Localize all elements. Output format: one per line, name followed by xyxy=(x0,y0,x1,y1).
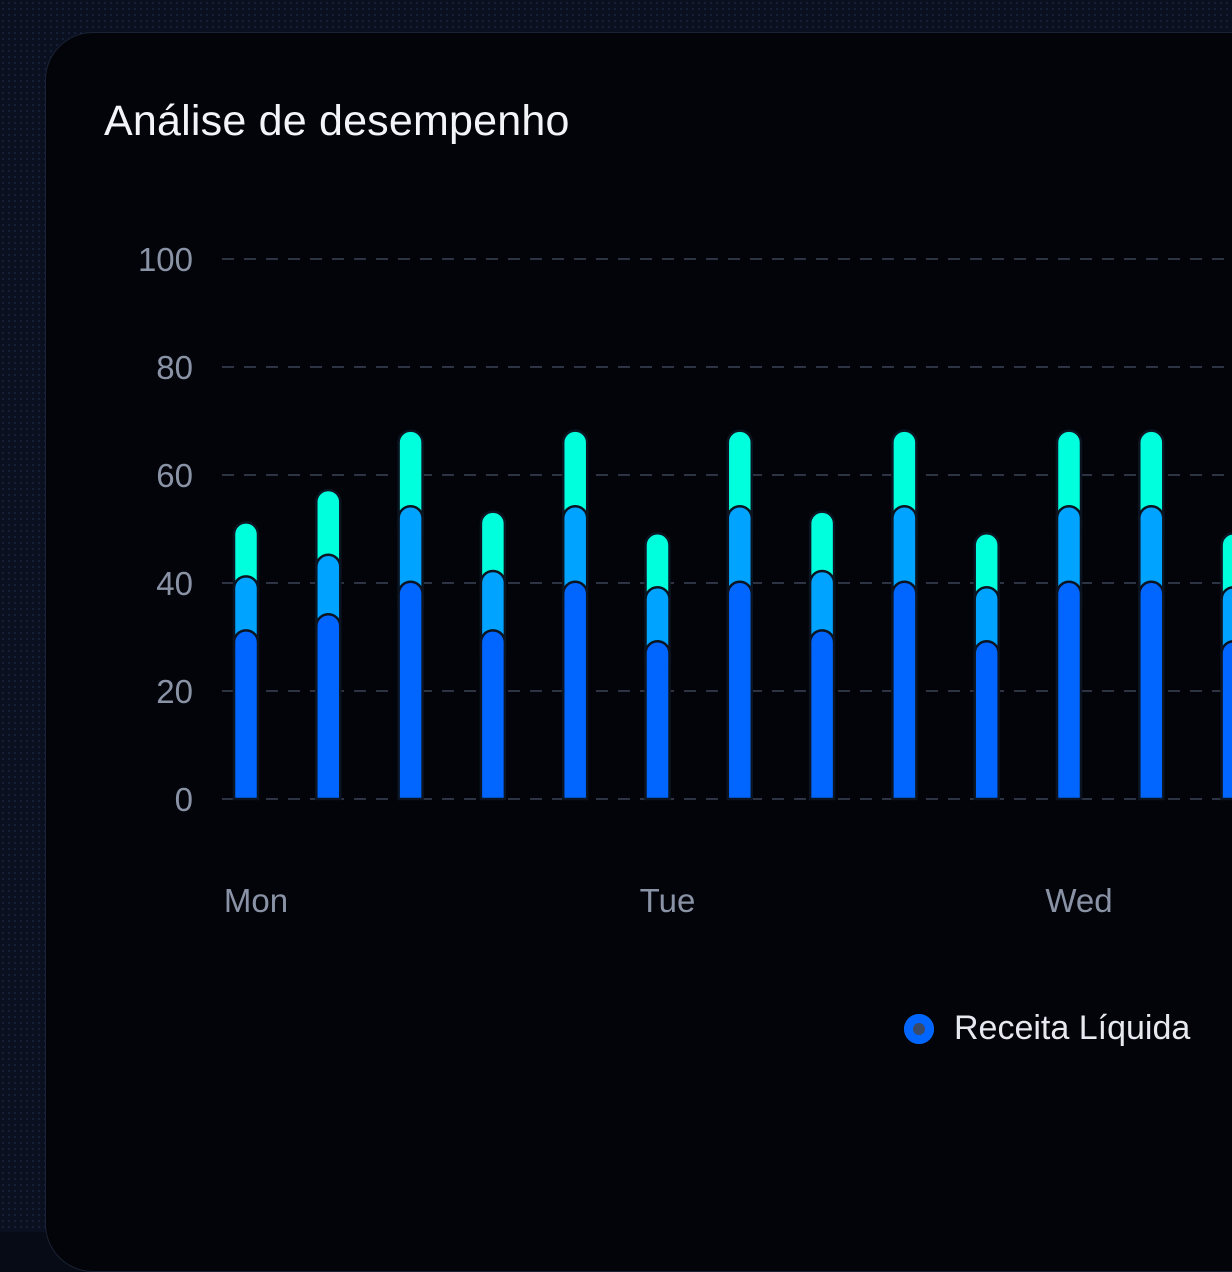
bar-segment-middle xyxy=(397,504,424,608)
bar-segment-bottom xyxy=(232,629,260,801)
legend[interactable]: Receita Líquida xyxy=(904,1009,1190,1048)
bar[interactable] xyxy=(397,429,424,801)
bar-segment-top xyxy=(1055,429,1083,532)
bar-segment-top xyxy=(1138,429,1165,532)
bar[interactable] xyxy=(808,510,836,801)
y-tick-label: 0 xyxy=(175,781,193,818)
bar-segment-top xyxy=(891,429,918,532)
y-axis-labels: 0 20 40 60 80 100 xyxy=(138,241,193,818)
bar-segment-bottom xyxy=(315,612,342,801)
chart-card: Análise de desempenho 0 20 40 60 80 100 Mon Tu… xyxy=(45,32,1232,1272)
y-tick-label: 20 xyxy=(156,673,193,710)
bar[interactable] xyxy=(891,429,918,801)
bar[interactable] xyxy=(726,429,754,801)
bar-segment-bottom xyxy=(561,580,589,801)
x-axis-labels: Mon Tue Wed xyxy=(224,882,1113,919)
bar-segment-bottom xyxy=(644,639,671,801)
bar-segment-bottom xyxy=(479,629,507,801)
legend-label: Receita Líquida xyxy=(954,1009,1191,1047)
bar[interactable] xyxy=(561,429,589,801)
bar[interactable] xyxy=(644,531,671,801)
legend-swatch-icon xyxy=(904,1013,934,1044)
bar-segment-bottom xyxy=(973,639,1000,801)
bar-segment-bottom xyxy=(726,580,754,801)
bar-segment-bottom xyxy=(1220,640,1232,801)
bar-segment-bottom xyxy=(1138,580,1165,801)
bar-series xyxy=(232,429,1232,801)
bar-segment-bottom xyxy=(808,629,836,801)
bar[interactable] xyxy=(1220,532,1232,801)
bar[interactable] xyxy=(1055,429,1083,801)
bar[interactable] xyxy=(973,531,1000,801)
bar[interactable] xyxy=(315,488,342,801)
x-tick-label: Tue xyxy=(640,882,696,919)
bar-segment-middle xyxy=(1055,504,1083,608)
x-tick-label: Mon xyxy=(224,882,288,919)
bar-segment-bottom xyxy=(891,580,918,801)
y-tick-label: 40 xyxy=(156,565,193,602)
y-tick-label: 60 xyxy=(156,457,193,494)
x-tick-label: Wed xyxy=(1045,882,1112,919)
bar-segment-middle xyxy=(726,504,754,608)
bar-segment-middle xyxy=(561,504,589,608)
bar-segment-top xyxy=(561,429,589,532)
bar[interactable] xyxy=(232,521,260,801)
bar[interactable] xyxy=(479,510,507,801)
bar-segment-bottom xyxy=(397,580,424,801)
y-tick-label: 100 xyxy=(138,241,193,278)
bar-segment-top xyxy=(397,429,424,532)
bar[interactable] xyxy=(1138,429,1165,801)
y-tick-label: 80 xyxy=(156,349,193,386)
page-title: Análise de desempenho xyxy=(104,97,570,145)
bar-segment-middle xyxy=(891,504,918,608)
stacked-bar-chart: 0 20 40 60 80 100 Mon Tue Wed xyxy=(138,241,1232,919)
bar-segment-top xyxy=(726,429,754,532)
bar-segment-middle xyxy=(1138,504,1165,608)
bar-segment-bottom xyxy=(1055,580,1083,801)
